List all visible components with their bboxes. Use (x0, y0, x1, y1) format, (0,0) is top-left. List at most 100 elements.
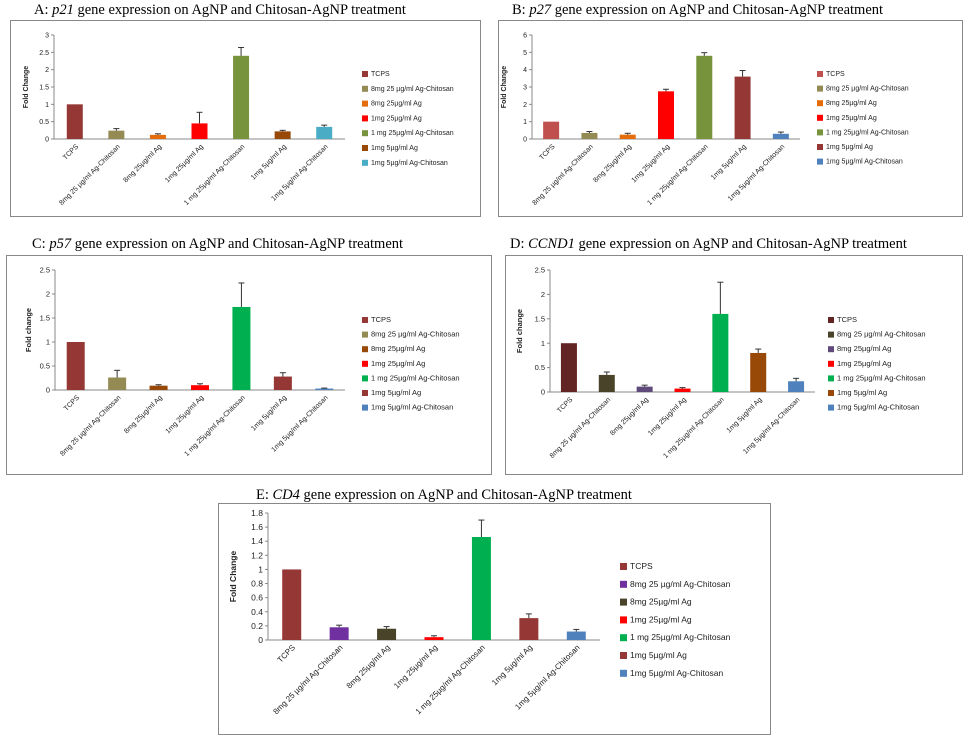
bar (636, 386, 653, 392)
x-tick-label: 1mg 25µg/ml Ag (165, 394, 206, 435)
bar (108, 130, 125, 139)
legend-swatch (362, 404, 368, 411)
y-axis-label: Fold change (24, 308, 33, 352)
legend-swatch (362, 130, 368, 137)
legend-label: 8mg 25µg/ml Ag (826, 100, 877, 107)
chart-c: 0 0.5 1 1.5 2 2.5 Fold change TCPS 8mg 25 µg/ml … (24, 266, 460, 458)
legend-swatch (817, 144, 823, 150)
panel-b-title: B: p27 gene expression on AgNP and Chito… (512, 2, 884, 18)
x-tick-label: 1mg 5µg/ml Ag (726, 396, 764, 434)
legend-label: 8mg 25 µg/ml Ag-Chitosan (630, 579, 731, 589)
y-axis-label: Fold Change (23, 66, 30, 108)
legend-swatch (362, 100, 368, 107)
legend-swatch (828, 331, 834, 338)
x-tick-label: 8mg 25µg/ml Ag (592, 143, 633, 184)
legend-label: 1mg 5µg/ml Ag (371, 388, 421, 397)
legend-swatch (828, 375, 834, 382)
legend-label: 1 mg 25µg/ml Ag-Chitosan (371, 130, 454, 137)
legend-label: TCPS (371, 315, 391, 324)
y-tick-label: 0.6 (251, 593, 263, 603)
bar (471, 536, 491, 640)
legend-swatch (620, 634, 627, 642)
bar (543, 121, 560, 139)
x-tick-label: 8mg 25 µg/ml Ag-Chitosan (549, 396, 612, 459)
legend-swatch (620, 669, 627, 677)
y-tick-label: 2 (45, 67, 49, 74)
legend-label: 1 mg 25µg/ml Ag-Chitosan (837, 373, 926, 382)
y-tick-label: 1.5 (40, 314, 50, 323)
y-tick-label: 1 (45, 102, 49, 109)
y-tick-label: 2.5 (39, 50, 49, 57)
legend-swatch (817, 129, 823, 136)
y-tick-label: 1 (523, 119, 527, 126)
x-tick-label: 1mg 25µg/ml Ag (647, 396, 688, 437)
y-tick-label: 0 (258, 635, 263, 645)
bar (232, 306, 251, 390)
legend-swatch (620, 563, 627, 570)
y-tick-label: 2 (46, 290, 50, 299)
bar (377, 628, 397, 640)
legend-label: 8mg 25 µg/ml Ag-Chitosan (371, 330, 460, 339)
x-tick-label: 8mg 25µg/ml Ag (609, 396, 650, 437)
y-tick-label: 0 (45, 136, 49, 143)
legend-label: 1mg 25µg/ml Ag (837, 359, 891, 368)
legend-swatch (362, 390, 368, 396)
y-tick-label: 3 (523, 84, 527, 91)
y-tick-label: 6 (523, 32, 527, 39)
y-tick-label: 1.2 (251, 550, 263, 560)
x-tick-label: TCPS (538, 143, 556, 161)
y-tick-label: 0.5 (40, 362, 50, 371)
y-tick-label: 2 (541, 290, 545, 299)
y-tick-label: 0 (541, 388, 545, 397)
bar (712, 313, 729, 392)
bar (581, 132, 598, 139)
bar (191, 123, 208, 139)
y-tick-label: 5 (523, 50, 527, 57)
y-tick-label: 4 (523, 67, 527, 74)
bar (750, 352, 767, 392)
panel-a-title: A: p21 gene expression on AgNP and Chito… (34, 2, 406, 18)
y-tick-label: 1.5 (39, 84, 49, 91)
y-tick-label: 1.5 (535, 314, 545, 323)
x-tick-label: 8mg 25µg/ml Ag (345, 643, 392, 690)
legend-label: 1 mg 25µg/ml Ag-Chitosan (371, 373, 460, 382)
legend-swatch (620, 616, 627, 624)
legend-label: 8mg 25 µg/ml Ag-Chitosan (837, 330, 926, 339)
bar (329, 627, 349, 640)
legend-label: 1mg 25µg/ml Ag (630, 614, 692, 624)
legend-label: 1 mg 25µg/ml Ag-Chitosan (630, 632, 731, 642)
x-tick-label: TCPS (276, 643, 297, 664)
bar (233, 55, 250, 139)
legend-label: 1mg 25µg/ml Ag (371, 359, 425, 368)
legend-label: 1mg 5µg/ml Ag-Chitosan (826, 159, 903, 166)
legend-label: 1mg 5µg/ml Ag (630, 650, 687, 660)
panel-b-frame (498, 20, 963, 217)
y-tick-label: 2 (523, 102, 527, 109)
legend-label: 1mg 25µg/ml Ag (371, 115, 422, 122)
legend-label: 8mg 25µg/ml Ag (630, 597, 692, 607)
legend-swatch (828, 346, 834, 353)
bar (619, 134, 636, 139)
bar (191, 385, 209, 390)
legend-label: 8mg 25µg/ml Ag (371, 101, 422, 108)
x-tick-label: 1mg 5µg/ml Ag (250, 394, 288, 432)
y-tick-label: 1.6 (251, 522, 263, 532)
x-tick-label: 8mg 25µg/ml Ag (123, 394, 164, 435)
bar (149, 385, 168, 390)
x-tick-label: 1mg 25µg/ml Ag (392, 643, 439, 690)
y-tick-label: 0.8 (251, 579, 263, 589)
legend-label: TCPS (630, 561, 653, 571)
y-tick-label: 0.5 (39, 119, 49, 126)
y-tick-label: 2.5 (40, 266, 50, 275)
panel-e-frame (218, 503, 771, 735)
legend-swatch (620, 598, 627, 606)
bar (598, 374, 615, 392)
legend-label: 1mg 5µg/ml Ag (837, 388, 887, 397)
legend-swatch (817, 85, 823, 92)
legend-swatch (362, 115, 368, 122)
legend-label: TCPS (826, 71, 845, 78)
panel-d-frame (505, 255, 963, 475)
legend-swatch (817, 114, 823, 121)
chart-a: 0 0.5 1 1.5 2 2.5 3 Fold Change TCPS 8mg 25 µg/ml… (23, 32, 454, 206)
